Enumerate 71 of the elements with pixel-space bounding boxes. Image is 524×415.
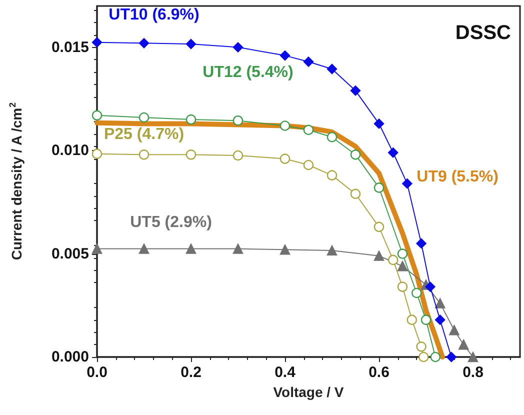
point xyxy=(416,238,426,249)
point xyxy=(303,124,314,135)
point xyxy=(388,254,398,266)
point xyxy=(350,150,361,160)
point xyxy=(186,38,196,50)
point xyxy=(138,112,150,123)
point xyxy=(326,170,338,180)
point xyxy=(186,244,196,254)
point xyxy=(435,298,446,308)
text: DSSC xyxy=(455,22,512,44)
point xyxy=(397,248,408,259)
point xyxy=(280,120,290,131)
point xyxy=(303,160,314,170)
point xyxy=(449,325,460,336)
point xyxy=(402,178,412,189)
series-label: UT5 (2.9%) xyxy=(130,214,212,232)
point xyxy=(232,244,244,254)
point xyxy=(446,352,456,362)
x-axis-title: Voltage / V xyxy=(273,384,344,400)
x-tick-label: 0.2 xyxy=(180,364,202,381)
point xyxy=(280,244,290,255)
point xyxy=(92,110,102,121)
point xyxy=(326,245,338,256)
point xyxy=(388,147,398,158)
point xyxy=(425,282,436,292)
point xyxy=(350,86,361,96)
x-tick-label: 0.0 xyxy=(86,364,108,381)
point xyxy=(374,222,384,232)
text: UT12 (5.4%) xyxy=(202,64,294,81)
point xyxy=(326,132,338,142)
point xyxy=(280,50,290,61)
point xyxy=(416,342,426,352)
point xyxy=(92,37,102,48)
point xyxy=(232,42,244,52)
point xyxy=(232,115,244,126)
point xyxy=(138,150,150,160)
point xyxy=(418,352,429,362)
point xyxy=(397,261,408,272)
point xyxy=(232,150,244,161)
series-label: P25 (4.7%) xyxy=(104,126,184,144)
x-tick-label: 0.4 xyxy=(274,364,296,381)
point xyxy=(186,114,196,125)
point xyxy=(326,64,338,74)
series-label: UT10 (6.9%) xyxy=(108,6,200,24)
point xyxy=(138,244,150,254)
point xyxy=(420,314,432,325)
point xyxy=(406,314,417,325)
point xyxy=(280,154,290,164)
point xyxy=(430,352,440,362)
point xyxy=(186,150,196,160)
y-tick-label: 0.005 xyxy=(51,245,89,262)
point xyxy=(92,244,102,254)
series-label: UT9 (5.5%) xyxy=(416,168,498,186)
point xyxy=(374,118,384,129)
point xyxy=(374,182,384,193)
point xyxy=(412,288,422,298)
y-tick-label: 0.015 xyxy=(51,38,89,56)
point xyxy=(350,188,361,199)
y-tick-label: 0.000 xyxy=(51,348,89,366)
point xyxy=(92,148,102,159)
x-tick-label: 0.6 xyxy=(368,364,390,381)
y-axis-title: Current density / A /cm2 xyxy=(8,102,24,260)
point xyxy=(374,250,384,261)
point xyxy=(303,56,314,67)
point xyxy=(458,340,469,350)
point xyxy=(138,38,150,48)
x-tick-label: 0.8 xyxy=(462,364,484,381)
y-tick-label: 0.010 xyxy=(51,142,89,160)
point xyxy=(435,314,446,325)
point xyxy=(397,282,408,292)
point xyxy=(468,352,478,362)
